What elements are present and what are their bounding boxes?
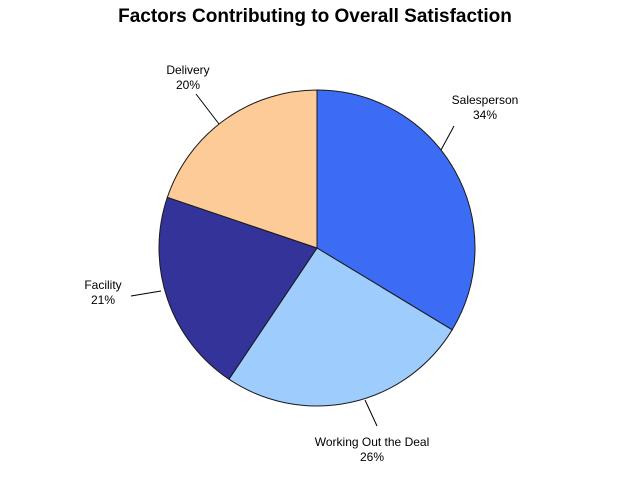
slice-value-delivery: 20%	[176, 78, 200, 92]
leader-line-working-out-the-deal	[364, 399, 378, 427]
chart-title: Factors Contributing to Overall Satisfac…	[118, 6, 512, 27]
leader-line-delivery	[195, 93, 220, 125]
slice-value-facility: 21%	[91, 293, 115, 307]
slice-label-facility: Facility	[84, 278, 121, 292]
pie-slice-delivery	[166, 89, 318, 249]
pie-slice-working-out-the-deal	[228, 247, 453, 407]
pie-slice-facility	[158, 196, 318, 380]
slice-value-working-out-the-deal: 26%	[360, 450, 384, 464]
pie-slice-salesperson	[316, 89, 476, 331]
leader-line-facility	[130, 290, 162, 297]
slice-label-delivery: Delivery	[166, 63, 209, 77]
slice-label-salesperson: Salesperson	[452, 93, 519, 107]
leader-line-salesperson	[440, 125, 455, 151]
slice-value-salesperson: 34%	[473, 108, 497, 122]
slice-label-working-out-the-deal: Working Out the Deal	[315, 435, 430, 449]
